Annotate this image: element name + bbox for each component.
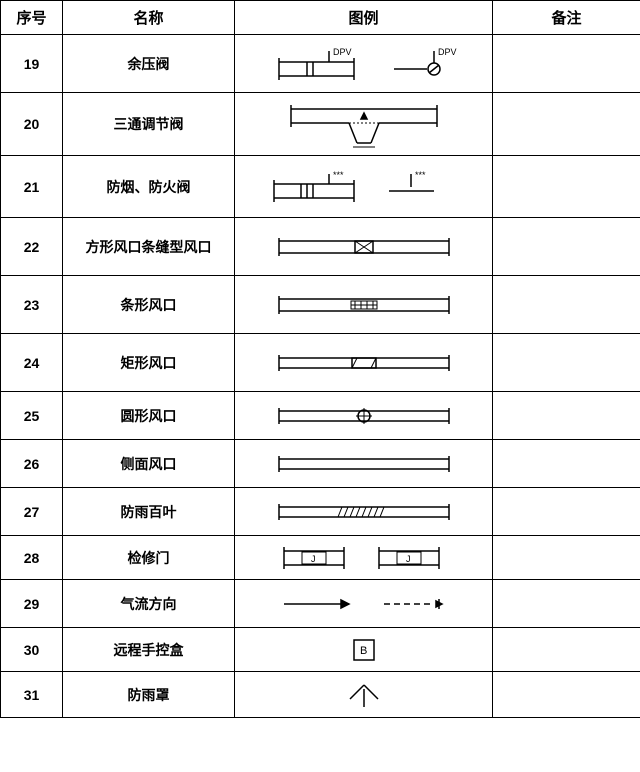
remote-box-icon: B [239, 635, 488, 665]
cell-note [493, 580, 640, 628]
table-row: 26侧面风口 [1, 440, 640, 488]
svg-text:J: J [311, 554, 316, 564]
table-row: 21防烟、防火阀 *** *** [1, 156, 640, 218]
cell-name: 三通调节阀 [63, 93, 235, 156]
cell-symbol [235, 218, 493, 276]
cell-symbol: J J [235, 536, 493, 580]
cell-name: 矩形风口 [63, 334, 235, 392]
table-row: 30远程手控盒 B [1, 628, 640, 672]
cell-note [493, 392, 640, 440]
cell-name: 检修门 [63, 536, 235, 580]
table-row: 23条形风口 [1, 276, 640, 334]
cell-idx: 30 [1, 628, 63, 672]
cell-idx: 25 [1, 392, 63, 440]
header-name: 名称 [63, 1, 235, 35]
header-note: 备注 [493, 1, 640, 35]
cell-note [493, 440, 640, 488]
table-row: 25圆形风口 [1, 392, 640, 440]
cell-note [493, 488, 640, 536]
cell-name: 侧面风口 [63, 440, 235, 488]
cell-name: 防雨罩 [63, 672, 235, 718]
svg-text:J: J [406, 554, 411, 564]
cell-name: 防雨百叶 [63, 488, 235, 536]
cell-idx: 22 [1, 218, 63, 276]
cell-idx: 23 [1, 276, 63, 334]
cell-idx: 29 [1, 580, 63, 628]
cell-name: 圆形风口 [63, 392, 235, 440]
cell-note [493, 35, 640, 93]
table-row: 27防雨百叶 [1, 488, 640, 536]
header-row: 序号 名称 图例 备注 [1, 1, 640, 35]
table-row: 20三通调节阀 [1, 93, 640, 156]
cell-note [493, 218, 640, 276]
side-diffuser-icon [239, 449, 488, 479]
table-row: 31防雨罩 [1, 672, 640, 718]
cell-idx: 19 [1, 35, 63, 93]
cell-symbol [235, 276, 493, 334]
cell-note [493, 276, 640, 334]
cell-name: 气流方向 [63, 580, 235, 628]
access-door-icon: J J [239, 543, 488, 573]
header-symbol: 图例 [235, 1, 493, 35]
cell-symbol: DPV DPV [235, 35, 493, 93]
cell-symbol [235, 580, 493, 628]
cell-note [493, 156, 640, 218]
cell-symbol [235, 334, 493, 392]
table-row: 24矩形风口 [1, 334, 640, 392]
cell-idx: 27 [1, 488, 63, 536]
cell-idx: 21 [1, 156, 63, 218]
header-idx: 序号 [1, 1, 63, 35]
cell-symbol: B [235, 628, 493, 672]
legend-table: 序号 名称 图例 备注 19余压阀 DPV DPV 20三通调节阀 [0, 0, 640, 718]
cell-symbol [235, 93, 493, 156]
cell-idx: 20 [1, 93, 63, 156]
cell-note [493, 536, 640, 580]
cell-name: 余压阀 [63, 35, 235, 93]
cell-symbol [235, 488, 493, 536]
cell-note [493, 93, 640, 156]
svg-text:***: *** [333, 170, 344, 180]
svg-text:DPV: DPV [438, 47, 457, 57]
table-row: 22方形风口条缝型风口 [1, 218, 640, 276]
dpv-icon: DPV DPV [239, 43, 488, 85]
rain-louver-icon [239, 497, 488, 527]
table-row: 28检修门 J J [1, 536, 640, 580]
table-row: 29气流方向 [1, 580, 640, 628]
cell-name: 方形风口条缝型风口 [63, 218, 235, 276]
cell-idx: 26 [1, 440, 63, 488]
round-diffuser-icon [239, 401, 488, 431]
cell-idx: 28 [1, 536, 63, 580]
rain-hood-icon [239, 679, 488, 711]
cell-symbol: *** *** [235, 156, 493, 218]
cell-note [493, 672, 640, 718]
table-row: 19余压阀 DPV DPV [1, 35, 640, 93]
cell-idx: 31 [1, 672, 63, 718]
cell-note [493, 334, 640, 392]
svg-text:***: *** [415, 170, 426, 180]
cell-name: 防烟、防火阀 [63, 156, 235, 218]
svg-text:DPV: DPV [333, 47, 352, 57]
cell-name: 远程手控盒 [63, 628, 235, 672]
cell-note [493, 628, 640, 672]
cell-idx: 24 [1, 334, 63, 392]
airflow-icon [239, 589, 488, 619]
fire-damper-icon: *** *** [239, 167, 488, 207]
cell-symbol [235, 440, 493, 488]
square-slot-diffuser-icon [239, 232, 488, 262]
svg-text:B: B [360, 645, 367, 657]
rect-diffuser-icon [239, 348, 488, 378]
tee-damper-icon [239, 99, 488, 149]
cell-symbol [235, 392, 493, 440]
cell-symbol [235, 672, 493, 718]
linear-diffuser-icon [239, 290, 488, 320]
cell-name: 条形风口 [63, 276, 235, 334]
